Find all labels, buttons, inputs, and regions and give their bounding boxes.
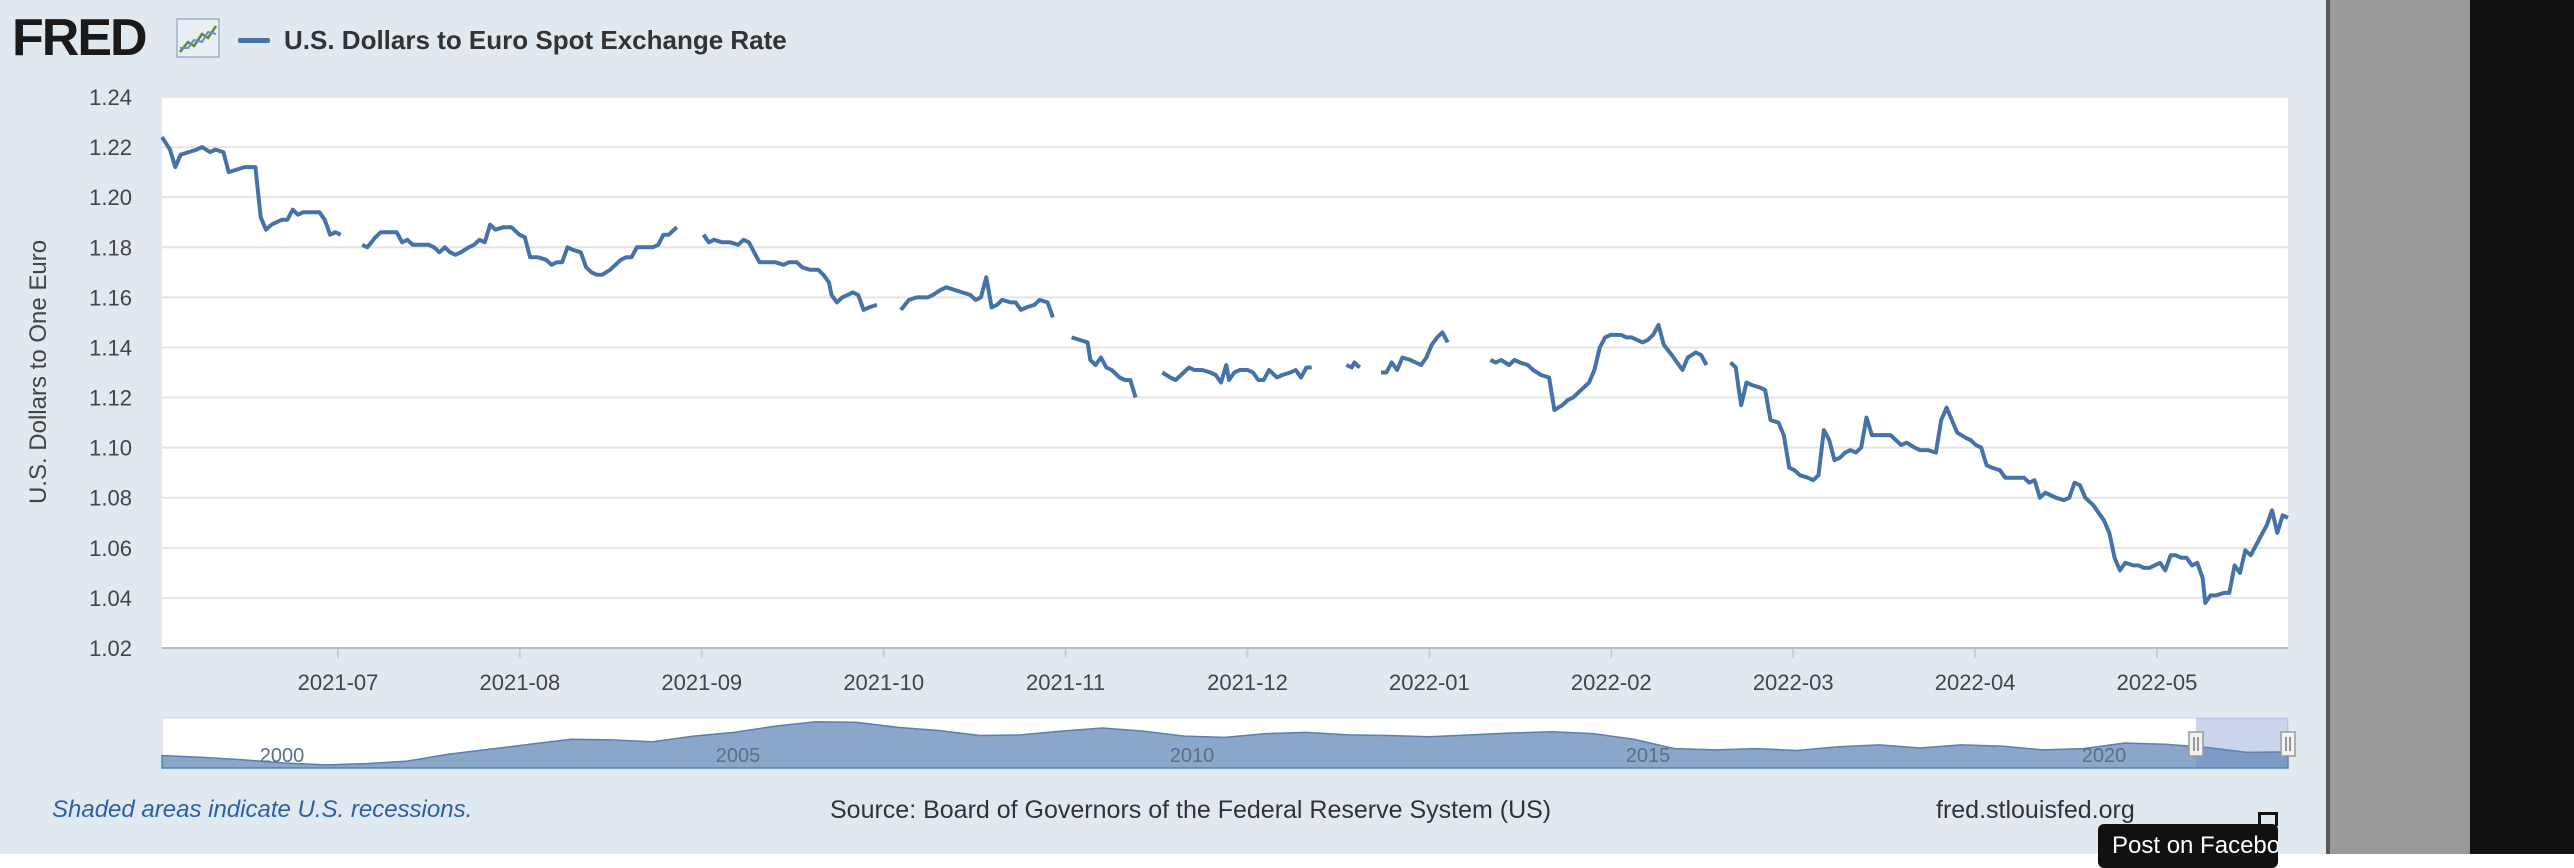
y-tick-label: 1.16 — [89, 285, 132, 310]
legend-label: U.S. Dollars to Euro Spot Exchange Rate — [284, 24, 787, 55]
navigator-label: 2010 — [1170, 745, 1215, 767]
y-tick-label: 1.22 — [89, 135, 132, 160]
side-gutter — [2330, 0, 2470, 854]
panel-border — [2326, 0, 2330, 854]
x-tick-label: 2021-08 — [480, 670, 561, 695]
x-tick-label: 2021-07 — [298, 670, 379, 695]
navigator-selection[interactable] — [2196, 718, 2288, 768]
y-tick-label: 1.04 — [89, 586, 132, 611]
navigator-label: 2020 — [2082, 745, 2127, 767]
series-line-segment[interactable] — [160, 136, 342, 237]
x-tick-label: 2021-10 — [843, 670, 924, 695]
series-line-segment[interactable] — [1071, 335, 1138, 399]
x-tick-label: 2021-12 — [1207, 670, 1288, 695]
y-tick-label: 1.20 — [89, 185, 132, 210]
x-tick-label: 2022-02 — [1571, 670, 1652, 695]
y-tick-label: 1.10 — [89, 436, 132, 461]
recession-note[interactable]: Shaded areas indicate U.S. recessions. — [52, 796, 473, 823]
y-axis-label: U.S. Dollars to One Euro — [25, 240, 52, 504]
fred-chart-icon — [176, 18, 220, 58]
y-tick-label: 1.24 — [89, 85, 132, 110]
navigator-area — [161, 721, 2289, 769]
x-tick-label: 2022-01 — [1389, 670, 1470, 695]
navigator-label: 2015 — [1626, 745, 1671, 767]
x-tick-label: 2022-03 — [1753, 670, 1834, 695]
fullscreen-icon[interactable] — [2258, 812, 2278, 826]
y-tick-label: 1.08 — [89, 486, 132, 511]
navigator-handle[interactable] — [2188, 731, 2204, 757]
fred-logo[interactable]: FRED — [12, 9, 148, 67]
side-scrollbar[interactable] — [2470, 0, 2574, 854]
x-tick-label: 2021-09 — [661, 670, 742, 695]
y-tick-label: 1.18 — [89, 235, 132, 260]
series-line-segment[interactable] — [701, 233, 878, 312]
line-chart: 1.02 1.04 1.06 1.08 1.10 1.12 1.14 1.16 1.18 1.20… — [25, 85, 2296, 769]
series-line-segment[interactable] — [361, 222, 679, 277]
post-on-facebook-button[interactable]: Post on Facebook — [2098, 824, 2278, 868]
series-line-segment[interactable] — [899, 275, 1055, 319]
navigator-handle[interactable] — [2280, 731, 2296, 757]
navigator-label: 2000 — [260, 745, 305, 767]
site-link[interactable]: fred.stlouisfed.org — [1936, 796, 2135, 824]
source-text[interactable]: Source: Board of Governors of the Federa… — [830, 796, 1552, 824]
y-tick-label: 1.14 — [89, 335, 132, 360]
series-line-segment[interactable] — [1489, 322, 1709, 413]
y-tick-label: 1.02 — [89, 636, 132, 661]
legend[interactable]: U.S. Dollars to Euro Spot Exchange Rate — [238, 20, 787, 60]
series-line-segment[interactable] — [1381, 330, 1450, 375]
y-tick-label: 1.12 — [89, 386, 132, 411]
series-line-segment[interactable] — [1161, 363, 1312, 385]
navigator-label: 2005 — [716, 745, 761, 767]
legend-line-swatch — [238, 37, 270, 43]
y-tick-label: 1.06 — [89, 536, 132, 561]
x-tick-label: 2022-04 — [1935, 670, 2016, 695]
x-tick-label: 2022-05 — [2117, 670, 2198, 695]
series-line-segment[interactable] — [1729, 361, 2289, 605]
series-line-segment[interactable] — [1345, 360, 1362, 370]
x-tick-label: 2021-11 — [1026, 670, 1105, 695]
